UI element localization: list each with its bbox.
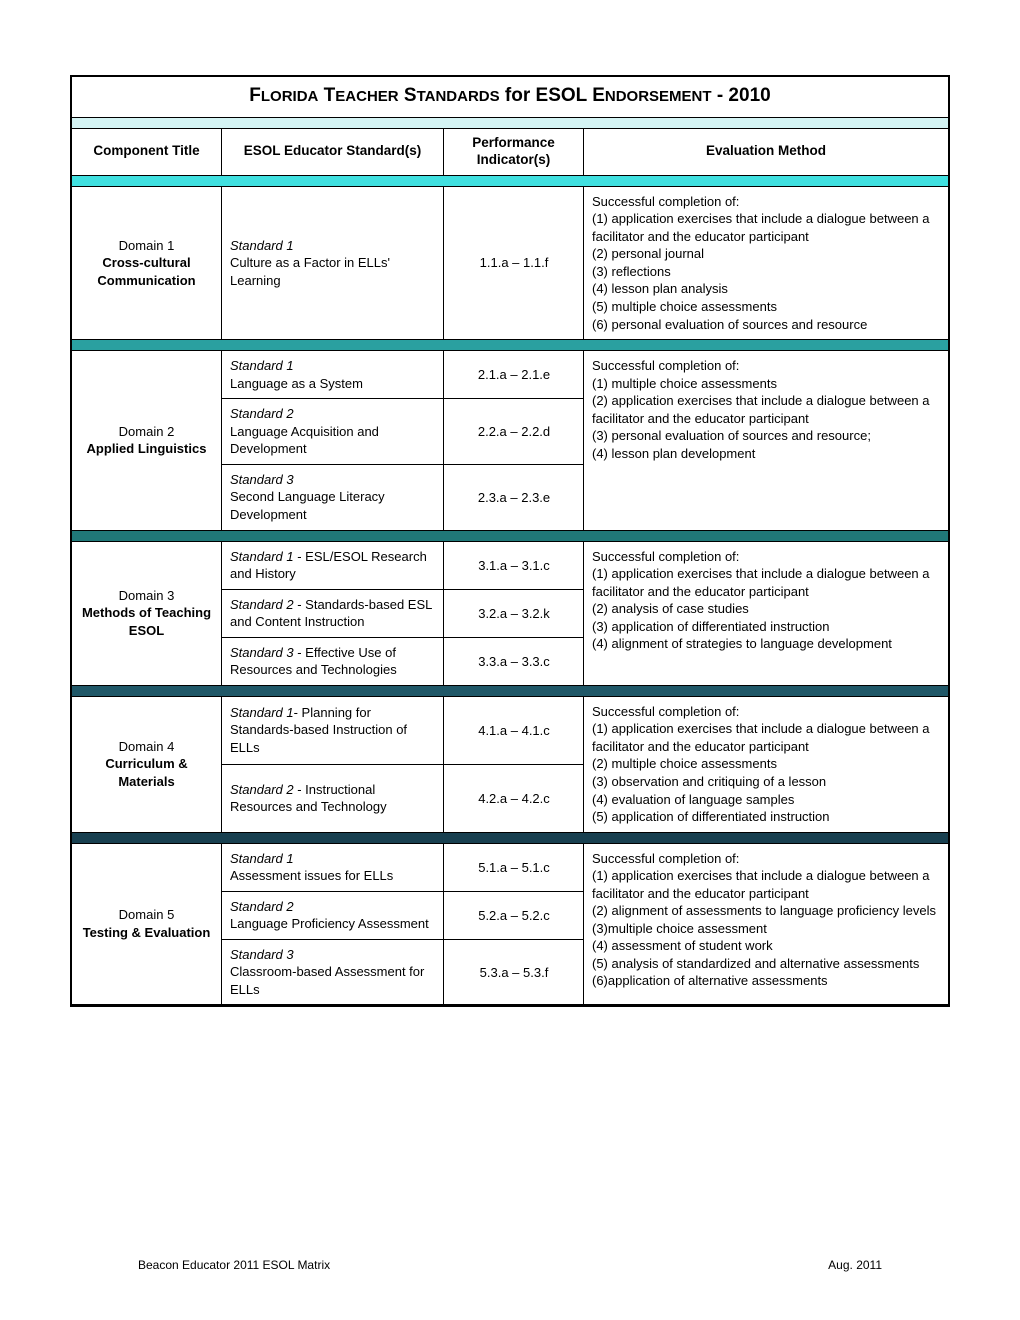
evaluation-cell: Successful completion of:(1) application… [584,542,948,685]
standards-col: Standard 1 - ESL/ESOL Research and Histo… [222,542,584,685]
standard-row: Standard 2Language Proficiency Assessmen… [222,892,583,940]
standard-cell: Standard 2 - Instructional Resources and… [222,765,444,832]
domain-block: Domain 2Applied LinguisticsStandard 1Lan… [72,350,948,530]
evaluation-cell: Successful completion of:(1) application… [584,844,948,1005]
indicator-cell: 5.1.a – 5.1.c [444,844,584,891]
separator [72,833,948,843]
evaluation-cell: Successful completion of:(1) application… [584,187,948,339]
indicator-cell: 5.2.a – 5.2.c [444,892,584,939]
standard-row: Standard 1Assessment issues for ELLs5.1.… [222,844,583,892]
standard-row: Standard 1Culture as a Factor in ELLs' L… [222,187,583,339]
indicator-cell: 3.1.a – 3.1.c [444,542,584,589]
standard-row: Standard 3Second Language Literacy Devel… [222,465,583,530]
separator [72,531,948,541]
domain-title: Domain 1Cross-cultural Communication [72,187,222,339]
indicator-cell: 4.1.a – 4.1.c [444,697,584,764]
footer-right: Aug. 2011 [828,1258,882,1272]
indicator-cell: 2.2.a – 2.2.d [444,399,584,464]
header-row: Component Title ESOL Educator Standard(s… [72,128,948,176]
standard-cell: Standard 3Second Language Literacy Devel… [222,465,444,530]
evaluation-cell: Successful completion of:(1) application… [584,697,948,832]
standard-row: Standard 2 - Standards-based ESL and Con… [222,590,583,638]
domain-title: Domain 3Methods of Teaching ESOL [72,542,222,685]
header-col1: Component Title [72,129,222,175]
page: FLORIDA TEACHER STANDARDS for ESOL ENDOR… [0,0,1020,1320]
header-col3: Performance Indicator(s) [444,129,584,175]
standard-cell: Standard 1 - ESL/ESOL Research and Histo… [222,542,444,589]
standard-row: Standard 2Language Acquisition and Devel… [222,399,583,465]
indicator-cell: 2.3.a – 2.3.e [444,465,584,530]
title-row: FLORIDA TEACHER STANDARDS for ESOL ENDOR… [72,77,948,118]
indicator-cell: 5.3.a – 5.3.f [444,940,584,1005]
standard-cell: Standard 1Assessment issues for ELLs [222,844,444,891]
standard-cell: Standard 2 - Standards-based ESL and Con… [222,590,444,637]
header-col4: Evaluation Method [584,129,948,175]
footer-left: Beacon Educator 2011 ESOL Matrix [138,1258,330,1272]
footer: Beacon Educator 2011 ESOL Matrix Aug. 20… [70,1258,950,1272]
standard-row: Standard 3Classroom-based Assessment for… [222,940,583,1005]
standard-cell: Standard 2Language Proficiency Assessmen… [222,892,444,939]
domain-block: Domain 5Testing & EvaluationStandard 1As… [72,843,948,1006]
separator [72,340,948,350]
domain-block: Domain 1Cross-cultural CommunicationStan… [72,186,948,340]
standards-col: Standard 1- Planning for Standards-based… [222,697,584,832]
indicator-cell: 1.1.a – 1.1.f [444,187,584,339]
standards-col: Standard 1Assessment issues for ELLs5.1.… [222,844,584,1005]
domain-title: Domain 5Testing & Evaluation [72,844,222,1005]
separator [72,176,948,186]
separator [72,118,948,128]
domain-block: Domain 4Curriculum & MaterialsStandard 1… [72,696,948,833]
standard-cell: Standard 1Culture as a Factor in ELLs' L… [222,187,444,339]
standards-col: Standard 1Language as a System2.1.a – 2.… [222,351,584,529]
standard-row: Standard 1 - ESL/ESOL Research and Histo… [222,542,583,590]
standard-row: Standard 3 - Effective Use of Resources … [222,638,583,685]
outer-table: FLORIDA TEACHER STANDARDS for ESOL ENDOR… [70,75,950,1007]
standard-cell: Standard 2Language Acquisition and Devel… [222,399,444,464]
separator [72,686,948,696]
header-col2: ESOL Educator Standard(s) [222,129,444,175]
standard-cell: Standard 1- Planning for Standards-based… [222,697,444,764]
indicator-cell: 2.1.a – 2.1.e [444,351,584,398]
evaluation-cell: Successful completion of:(1) multiple ch… [584,351,948,529]
standard-row: Standard 1Language as a System2.1.a – 2.… [222,351,583,399]
standard-cell: Standard 1Language as a System [222,351,444,398]
standard-row: Standard 1- Planning for Standards-based… [222,697,583,765]
domain-block: Domain 3Methods of Teaching ESOLStandard… [72,541,948,686]
standard-cell: Standard 3Classroom-based Assessment for… [222,940,444,1005]
indicator-cell: 3.2.a – 3.2.k [444,590,584,637]
indicator-cell: 4.2.a – 4.2.c [444,765,584,832]
domain-title: Domain 4Curriculum & Materials [72,697,222,832]
standard-row: Standard 2 - Instructional Resources and… [222,765,583,832]
domain-title: Domain 2Applied Linguistics [72,351,222,529]
indicator-cell: 3.3.a – 3.3.c [444,638,584,685]
standards-col: Standard 1Culture as a Factor in ELLs' L… [222,187,584,339]
standard-cell: Standard 3 - Effective Use of Resources … [222,638,444,685]
